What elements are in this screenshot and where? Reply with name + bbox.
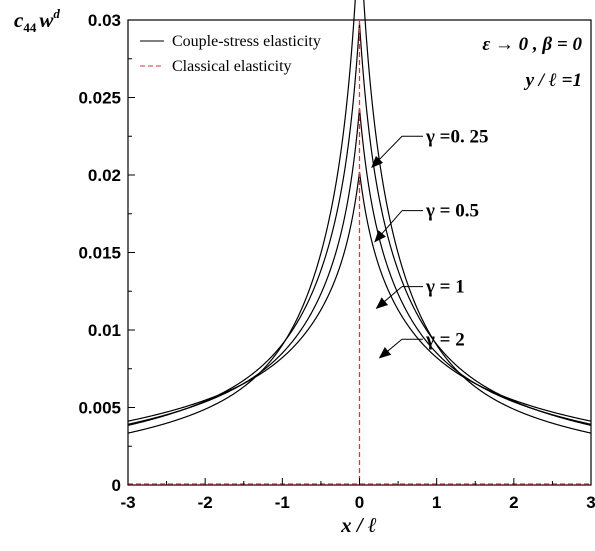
x-tick-label: 3 (586, 493, 595, 512)
y-tick-label: 0.015 (78, 244, 121, 263)
y-axis-label-sub: 44 (23, 20, 37, 35)
y-axis-label-sup: d (53, 6, 60, 21)
x-axis-label: x / ℓ (340, 513, 377, 537)
classical-elasticity-lines (128, 20, 591, 485)
series-label: γ = 2 (425, 329, 465, 350)
series-curve (127, 171, 592, 422)
y-axis-label-base: c (14, 8, 24, 32)
y-tick-label: 0.03 (88, 11, 121, 30)
param-line-2: y / ℓ =1 (524, 70, 582, 91)
x-tick-label: 1 (432, 493, 441, 512)
x-tick-label: 0 (355, 493, 364, 512)
y-axis-label: c44 wd (14, 6, 60, 35)
annotation-arrow (378, 338, 403, 359)
x-tick-label: 2 (509, 493, 518, 512)
series-label: γ =0. 25 (425, 126, 488, 147)
series-curve (127, 0, 592, 434)
x-tick-label: -1 (275, 493, 290, 512)
annotation-arrow (371, 135, 403, 168)
series-annotations: γ =0. 25 γ = 0.5 γ = 1 γ = 2 (371, 126, 488, 359)
x-tick-label: -2 (198, 493, 213, 512)
legend-couple-label: Couple-stress elasticity (172, 33, 321, 50)
x-tick-label: -3 (120, 493, 135, 512)
annotation-arrow (375, 286, 403, 309)
series-label: γ = 0.5 (425, 201, 479, 222)
x-axis-ticks: -3 -2 -1 0 1 2 3 (120, 478, 595, 512)
y-axis-label-w: w (39, 8, 54, 32)
series-label: γ = 1 (425, 277, 465, 298)
y-tick-label: 0.02 (88, 166, 121, 185)
y-tick-label: 0.025 (78, 89, 121, 108)
y-axis-ticks: 0 0.005 0.01 0.015 0.02 0.025 0.03 (78, 11, 135, 495)
legend: Couple-stress elasticity Classical elast… (140, 33, 321, 75)
legend-classical-label: Classical elasticity (172, 58, 292, 75)
y-tick-label: 0.005 (78, 399, 121, 418)
annotation-arrow (374, 210, 403, 243)
y-tick-label: 0.01 (88, 321, 121, 340)
param-line-1: ε → 0 , β = 0 (482, 34, 582, 55)
y-tick-label: 0 (112, 476, 121, 495)
